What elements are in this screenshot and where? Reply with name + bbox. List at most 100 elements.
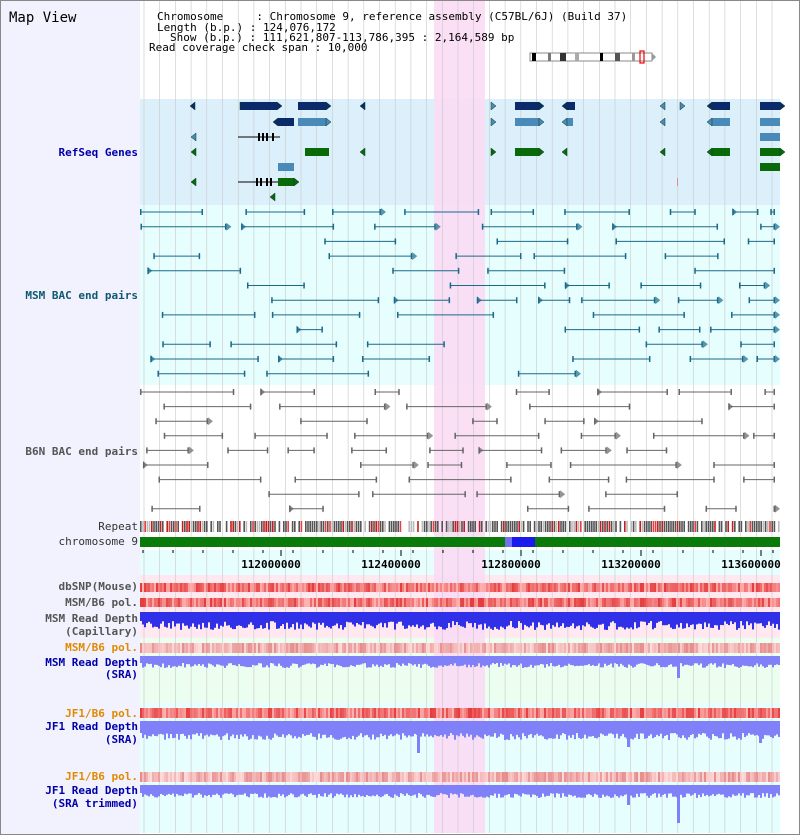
jf1-depth-trim-bar <box>202 785 204 798</box>
msm-b6-pol-strip <box>246 598 248 607</box>
msm-depth-cap-bar <box>470 612 472 624</box>
gene-exon <box>266 133 268 141</box>
jf1-depth-trim-bar <box>356 785 358 798</box>
jf1-depth-trim-bar <box>262 785 264 798</box>
dbsnp-strip <box>422 583 424 592</box>
msm-b6-pol-sra-strip <box>596 643 598 653</box>
b6n-bac-end <box>588 505 590 512</box>
msm-b6-pol-strip <box>280 598 282 607</box>
msm-bac-end <box>367 370 370 377</box>
jf1-depth-sra-bar <box>734 721 736 737</box>
msm-b6-pol-sra-strip <box>278 643 280 653</box>
dbsnp-strip <box>484 583 486 592</box>
dbsnp-strip <box>462 583 464 592</box>
jf1-depth-trim-bar <box>336 785 338 794</box>
jf1-depth-trim-bar <box>762 785 764 794</box>
msm-depth-sra-bar <box>636 656 638 665</box>
b6n-bac-end <box>583 418 585 425</box>
repeat-mark <box>243 521 245 532</box>
track-label-msm-depth-sra[interactable]: MSM Read Depth <box>45 656 138 669</box>
track-label-refseq[interactable]: RefSeq Genes <box>58 146 138 159</box>
track-label-msm-b6-pol-cap[interactable]: MSM/B6 pol. <box>65 596 138 609</box>
jf1-depth-trim-bar <box>730 785 732 798</box>
msm-bac-end <box>434 223 436 230</box>
msm-depth-cap-bar <box>728 612 730 626</box>
msm-b6-pol-sra-strip <box>184 643 186 653</box>
jf1-depth-trim-bar <box>208 785 210 795</box>
msm-depth-cap-bar <box>454 612 456 626</box>
msm-b6-pol-sra-strip <box>730 643 732 653</box>
jf1-depth-trim-bar <box>480 785 482 797</box>
b6n-bac-end <box>548 476 551 483</box>
msm-b6-pol-strip <box>238 598 240 607</box>
msm-b6-pol-strip <box>724 598 726 607</box>
gene-feature <box>278 163 294 171</box>
track-label-msm-depth-cap[interactable]: MSM Read Depth <box>45 612 138 625</box>
dbsnp-strip <box>726 583 728 592</box>
jf1-b6-pol-strip <box>484 708 486 718</box>
msm-depth-sra-bar <box>212 656 214 666</box>
msm-depth-cap-bar <box>446 612 448 629</box>
track-label-msm-b6-pol-sra[interactable]: MSM/B6 pol. <box>65 641 138 654</box>
msm-b6-pol-strip <box>214 598 216 607</box>
dbsnp-strip <box>624 583 626 592</box>
repeat-mark <box>712 521 714 532</box>
msm-depth-sra-bar <box>660 656 662 668</box>
track-label-jf1-b6-pol-trim[interactable]: JF1/B6 pol. <box>65 770 138 783</box>
track-label-jf1-b6-pol[interactable]: JF1/B6 pol. <box>65 707 138 720</box>
msm-b6-pol-strip <box>654 598 656 607</box>
dbsnp-strip <box>628 583 630 592</box>
msm-b6-pol-strip <box>274 598 276 607</box>
track-label-dbsnp[interactable]: dbSNP(Mouse) <box>58 580 138 593</box>
jf1-depth-trim-bar <box>452 785 454 795</box>
msm-depth-sra-bar <box>466 656 468 668</box>
repeat-mark <box>300 521 303 532</box>
jf1-depth-sra-bar <box>470 721 472 735</box>
jf1-b6-pol-strip <box>728 708 730 718</box>
jf1-b6-pol-trim-strip <box>666 772 668 782</box>
track-label-msm-bac[interactable]: MSM BAC end pairs <box>25 289 138 302</box>
msm-b6-pol-strip <box>650 598 652 607</box>
jf1-b6-pol-trim-strip <box>434 772 436 782</box>
msm-depth-sra-bar <box>222 656 224 666</box>
dbsnp-strip <box>662 583 664 592</box>
jf1-depth-trim-bar <box>578 785 580 798</box>
jf1-b6-pol-strip <box>150 708 152 718</box>
dbsnp-strip <box>732 583 734 592</box>
jf1-b6-pol-strip <box>586 708 588 718</box>
msm-bac-end <box>519 253 522 260</box>
msm-b6-pol-strip <box>448 598 450 607</box>
msm-depth-sra-bar <box>626 656 628 668</box>
msm-depth-sra-bar <box>772 656 774 668</box>
msm-bac-end <box>756 356 759 362</box>
jf1-b6-pol-strip <box>390 708 392 718</box>
b6n-bac-arrow <box>560 490 566 499</box>
jf1-depth-sra-bar <box>596 721 598 739</box>
track-label-b6n-bac[interactable]: B6N BAC end pairs <box>25 445 138 458</box>
msm-bac-end <box>243 370 246 377</box>
jf1-depth-sra-bar <box>724 721 726 740</box>
repeat-mark <box>399 521 402 532</box>
msm-depth-cap-bar <box>346 612 348 622</box>
msm-depth-cap-bar <box>212 612 214 630</box>
msm-depth-cap-bar <box>380 612 382 623</box>
dbsnp-strip <box>228 583 230 592</box>
jf1-depth-trim-bar <box>624 785 626 795</box>
gene-feature <box>298 118 326 126</box>
gene-feature <box>760 148 780 156</box>
msm-b6-pol-sra-strip <box>696 643 698 653</box>
repeat-mark <box>564 521 567 532</box>
track-label-jf1-depth-trim[interactable]: JF1 Read Depth <box>45 784 138 797</box>
msm-depth-cap-bar <box>264 612 266 629</box>
msm-depth-cap-bar <box>652 612 654 630</box>
jf1-b6-pol-strip <box>512 708 514 718</box>
repeat-mark <box>184 521 186 532</box>
jf1-b6-pol-strip <box>172 708 174 718</box>
repeat-mark <box>278 521 281 532</box>
jf1-depth-trim-bar <box>508 785 510 795</box>
msm-b6-pol-strip <box>278 598 280 607</box>
dbsnp-strip <box>494 583 496 592</box>
msm-b6-pol-strip <box>282 598 284 607</box>
track-label-jf1-depth-sra[interactable]: JF1 Read Depth <box>45 720 138 733</box>
